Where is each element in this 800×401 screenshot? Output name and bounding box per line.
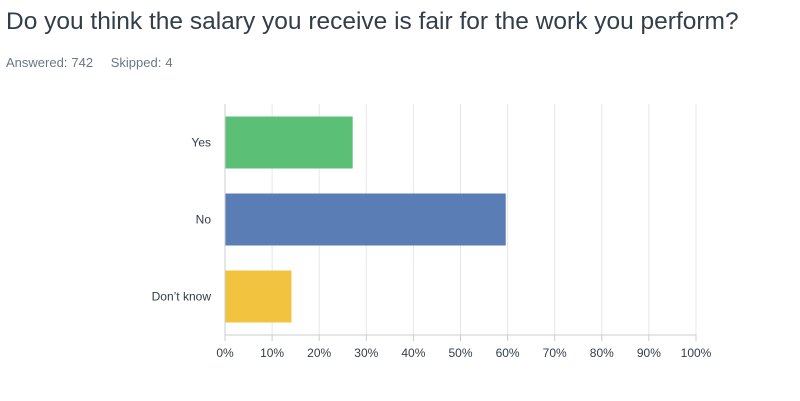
category-label: No: [196, 213, 212, 227]
answered-label: Answered:: [6, 55, 68, 70]
bar-3: [225, 270, 292, 323]
category-label: Yes: [191, 136, 211, 150]
x-tick-label: 20%: [307, 346, 331, 360]
x-tick-label: 70%: [543, 346, 567, 360]
x-tick-label: 80%: [590, 346, 614, 360]
x-tick-label: 60%: [496, 346, 520, 360]
x-tick-label: 50%: [448, 346, 472, 360]
x-tick-label: 10%: [260, 346, 284, 360]
skipped-count: 4: [165, 55, 173, 70]
answered-stat: Answered: 742: [6, 55, 93, 70]
question-title: Do you think the salary you receive is f…: [6, 8, 739, 35]
x-tick-label: 90%: [637, 346, 661, 360]
x-tick-label: 30%: [354, 346, 378, 360]
x-tick-label: 0%: [216, 346, 234, 360]
x-tick-label: 40%: [401, 346, 425, 360]
response-stats: Answered: 742 Skipped: 4: [6, 55, 187, 70]
x-tick-label: 100%: [681, 346, 712, 360]
skipped-stat: Skipped: 4: [111, 55, 173, 70]
answered-count: 742: [71, 55, 94, 70]
skipped-label: Skipped:: [110, 55, 162, 70]
category-label: Don’t know: [152, 290, 212, 304]
bar-2: [225, 193, 506, 246]
bar-1: [225, 116, 353, 169]
